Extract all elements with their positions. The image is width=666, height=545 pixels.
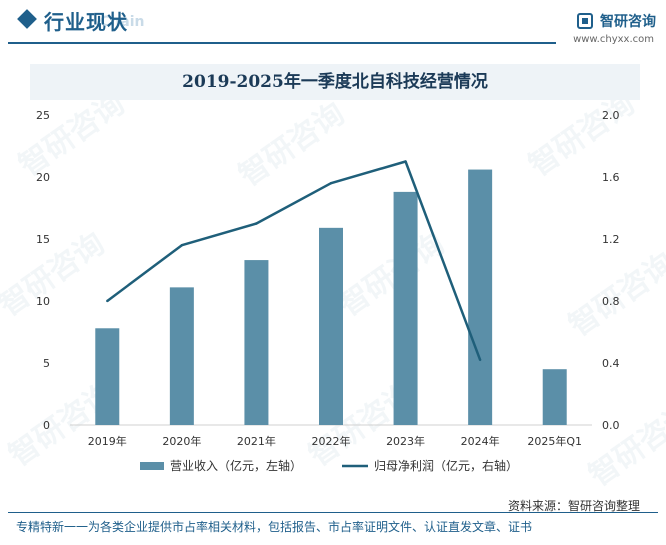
y-left-tick-label: 25	[36, 109, 50, 122]
legend-bar-label: 营业收入（亿元，左轴）	[170, 458, 302, 473]
source-note: 资料来源：智研咨询整理	[508, 499, 641, 513]
bar	[95, 328, 120, 425]
x-tick-label: 2024年	[461, 434, 500, 448]
x-tick-label: 2020年	[162, 434, 201, 448]
legend-bar-swatch	[140, 462, 164, 470]
chart-title: 2019-2025年一季度北自科技经营情况	[182, 72, 488, 92]
x-tick-label: 2023年	[386, 434, 425, 448]
legend-line-label: 归母净利润（亿元，右轴）	[374, 458, 518, 473]
bar	[542, 369, 567, 425]
y-left-tick-label: 5	[43, 357, 50, 370]
bar	[319, 227, 343, 425]
line-point	[255, 222, 258, 225]
y-right-tick-label: 1.2	[602, 233, 620, 246]
bar	[169, 287, 194, 425]
y-right-tick-label: 0.8	[602, 295, 620, 308]
combo-chart: 0 5 10 15 20 25 0.0 0.4 0.8 1.2 1.6 2.0 2019年 2020年 20…	[36, 109, 620, 473]
brand: 智研咨询	[576, 10, 656, 31]
bar	[393, 191, 418, 425]
y-right-tick-label: 1.6	[602, 171, 620, 184]
brand-name: 智研咨询	[600, 13, 656, 30]
line-point	[180, 244, 184, 247]
header-divider	[8, 42, 556, 44]
bar	[244, 260, 269, 425]
y-left-tick-label: 0	[43, 419, 50, 432]
section-title: 行业现状	[44, 10, 128, 34]
x-tick-label: 2019年	[88, 434, 127, 448]
header: Chain 行业现状 智研咨询 www.chyxx.com	[0, 0, 666, 46]
line-point	[404, 160, 407, 163]
line-point	[478, 358, 482, 362]
footer-tagline: 专精特新一一为各类企业提供市占率相关材料，包括报告、市占率证明文件、认证直发文章…	[16, 520, 533, 534]
x-tick-label: 2025年Q1	[527, 434, 582, 448]
line-point	[106, 299, 109, 303]
profit-line	[106, 160, 482, 361]
chart-title-bar: 2019-2025年一季度北自科技经营情况	[30, 64, 640, 100]
y-left-tick-label: 10	[36, 295, 50, 308]
y-left-tick-label: 15	[36, 233, 50, 246]
zhiyan-logo-icon	[576, 12, 593, 29]
y-right-tick-label: 0.4	[602, 357, 620, 370]
footer-divider	[8, 512, 658, 513]
y-right-tick-label: 0.0	[602, 419, 620, 432]
line-point	[329, 182, 333, 185]
x-tick-label: 2022年	[312, 434, 351, 448]
y-left-tick-label: 20	[36, 171, 50, 184]
diamond-icon	[17, 9, 37, 29]
x-tick-label: 2021年	[237, 434, 276, 448]
y-right-tick-label: 2.0	[602, 109, 620, 122]
bar	[468, 169, 493, 425]
brand-url: www.chyxx.com	[573, 34, 654, 45]
